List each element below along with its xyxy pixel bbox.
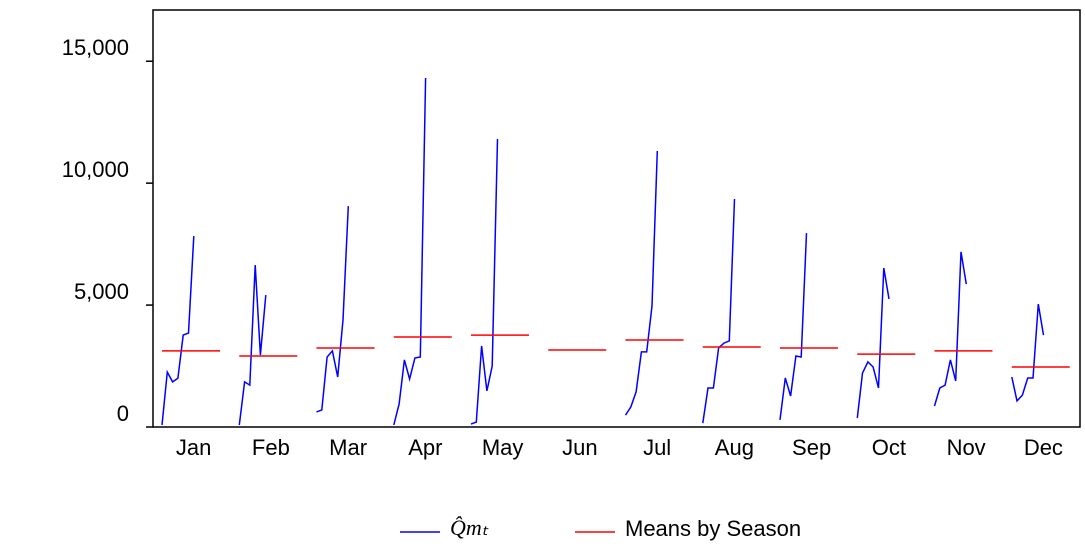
- subseries-line: [471, 139, 498, 424]
- x-tick-label: Feb: [252, 435, 290, 460]
- subseries-line: [394, 78, 426, 425]
- x-tick-label: Apr: [408, 435, 442, 460]
- subseries-line: [626, 151, 658, 415]
- y-tick-label: 0: [117, 401, 129, 426]
- y-tick-label: 15,000: [62, 35, 129, 60]
- x-tick-label: Aug: [715, 435, 754, 460]
- x-tick-label: May: [482, 435, 524, 460]
- x-tick-label: Sep: [792, 435, 831, 460]
- x-tick-label: Nov: [947, 435, 986, 460]
- legend-label: Means by Season: [625, 516, 801, 541]
- subseries-line: [780, 233, 807, 420]
- plot-frame: [153, 10, 1080, 427]
- subseries-line: [317, 206, 349, 412]
- x-tick-label: Dec: [1024, 435, 1063, 460]
- subseries-line: [857, 268, 889, 418]
- x-tick-label: Mar: [329, 435, 367, 460]
- subseries-line: [703, 199, 735, 423]
- subseries-line: [1012, 304, 1044, 401]
- y-tick-label: 10,000: [62, 157, 129, 182]
- x-tick-label: Oct: [872, 435, 906, 460]
- x-tick-label: Jan: [176, 435, 211, 460]
- subseries-line: [935, 252, 967, 406]
- x-tick-label: Jun: [562, 435, 597, 460]
- x-tick-label: Jul: [643, 435, 671, 460]
- y-tick-label: 5,000: [74, 279, 129, 304]
- legend-label: Q̂mₜ: [450, 515, 489, 540]
- chart: 0 5,000 10,000 15,000 Jan Feb Mar Apr May Jun Jul A…: [0, 0, 1085, 551]
- subseries-line: [162, 236, 194, 425]
- subseries-line: [239, 265, 265, 425]
